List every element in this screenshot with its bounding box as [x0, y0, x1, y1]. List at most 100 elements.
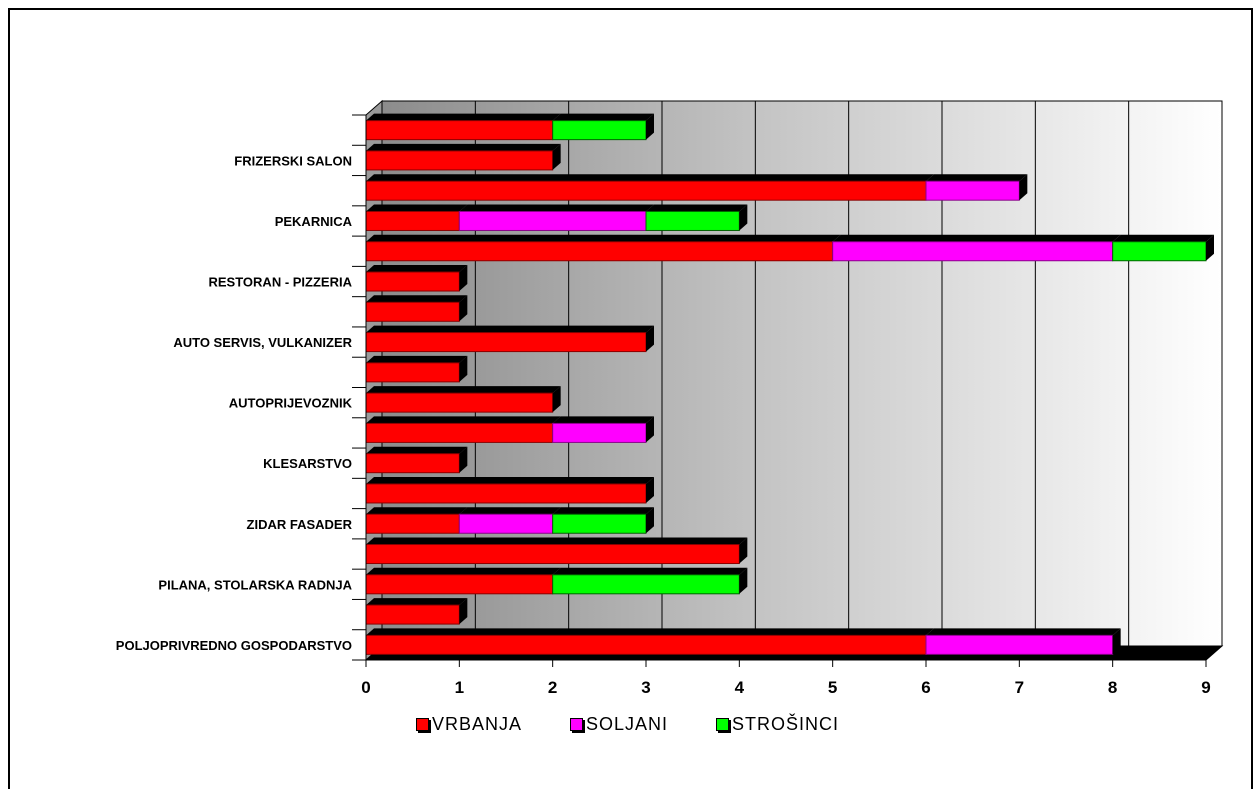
bar-top-face	[366, 174, 934, 182]
x-tick-label: 8	[1108, 678, 1117, 697]
x-tick-label: 6	[921, 678, 930, 697]
bar-segment-vrbanja	[365, 241, 834, 262]
bar-segment-stroinci	[552, 513, 647, 534]
legend-swatch	[716, 718, 730, 731]
legend-label: STROŠINCI	[732, 714, 840, 734]
bar-top-face	[366, 446, 468, 454]
category-label: RESTORAN - PIZZERIA	[209, 275, 353, 290]
bar-segment-vrbanja	[365, 332, 647, 353]
bar-segment-vrbanja	[365, 301, 460, 322]
x-tick-label: 3	[641, 678, 650, 697]
bar-side-face	[1019, 174, 1028, 201]
bar-top-face	[366, 476, 654, 484]
bar-segment-vrbanja	[365, 422, 554, 443]
legend-swatch	[415, 718, 429, 731]
bar-side-face	[459, 355, 468, 382]
bar-side-face	[1112, 628, 1121, 655]
bar-segment-vrbanja	[365, 453, 460, 474]
x-tick-label: 0	[361, 678, 370, 697]
bar-top-face	[552, 113, 654, 121]
legend-swatch	[569, 718, 583, 731]
bar-top-face	[366, 598, 468, 606]
bar-side-face	[739, 204, 748, 231]
bar-segment-stroinci	[552, 120, 647, 141]
bar-side-face	[459, 295, 468, 322]
category-label: AUTOPRIJEVOZNIK	[229, 396, 353, 411]
bar-segment-vrbanja	[365, 574, 554, 595]
bar-top-face	[832, 234, 1121, 242]
bar-segment-soljani	[925, 180, 1020, 201]
legend-item: STROŠINCI	[716, 714, 839, 735]
bar-top-face	[926, 174, 1028, 182]
bar-side-face	[459, 446, 468, 473]
bar-segment-vrbanja	[365, 362, 460, 383]
bar-segment-vrbanja	[365, 150, 554, 171]
bar-top-face	[926, 628, 1121, 636]
bar-segment-vrbanja	[365, 513, 460, 534]
bar-top-face	[366, 295, 468, 303]
bar-segment-soljani	[458, 513, 554, 534]
category-label: KLESARSTVO	[263, 456, 352, 471]
x-tick-label: 2	[548, 678, 557, 697]
x-tick-label: 1	[455, 678, 464, 697]
x-tick-label: 9	[1201, 678, 1210, 697]
bar-top-face	[646, 204, 748, 212]
bar-side-face	[459, 598, 468, 625]
bar-segment-vrbanja	[365, 120, 554, 141]
legend-label: VRBANJA	[431, 714, 522, 734]
legend: VRBANJA SOLJANI STROŠINCI	[0, 714, 1255, 735]
bar-top-face	[366, 234, 841, 242]
category-label: AUTO SERVIS, VULKANIZER	[173, 335, 352, 350]
bar-segment-stroinci	[1112, 241, 1207, 262]
bar-top-face	[459, 204, 654, 212]
bar-side-face	[552, 143, 561, 170]
bar-segment-soljani	[552, 422, 647, 443]
bar-top-face	[552, 507, 654, 515]
x-tick-label: 5	[828, 678, 837, 697]
bar-segment-soljani	[832, 241, 1114, 262]
bar-segment-vrbanja	[365, 634, 927, 655]
bar-top-face	[366, 386, 561, 394]
bar-segment-vrbanja	[365, 210, 460, 231]
legend-item: SOLJANI	[569, 714, 669, 735]
bar-top-face	[552, 567, 748, 575]
bar-side-face	[1206, 234, 1214, 261]
bar-top-face	[366, 143, 561, 151]
category-label: PILANA, STOLARSKA RADNJA	[158, 577, 352, 592]
category-label: ZIDAR FASADER	[247, 517, 353, 532]
bar-segment-soljani	[458, 210, 647, 231]
category-label: FRIZERSKI SALON	[234, 153, 352, 168]
category-label: POLJOPRIVREDNO GOSPODARSTVO	[116, 638, 352, 653]
bar-top-face	[1112, 234, 1214, 242]
bar-segment-vrbanja	[365, 604, 460, 625]
bar-top-face	[366, 355, 468, 363]
bar-top-face	[366, 113, 561, 121]
bar-side-face	[646, 113, 654, 140]
bar-side-face	[646, 416, 654, 443]
bar-top-face	[459, 507, 561, 515]
bar-segment-soljani	[925, 634, 1114, 655]
bar-top-face	[366, 325, 654, 333]
bar-top-face	[366, 628, 934, 636]
legend-item: VRBANJA	[415, 714, 522, 735]
bar-top-face	[366, 416, 561, 424]
bar-top-face	[366, 507, 468, 515]
bar-top-face	[552, 416, 654, 424]
bar-segment-stroinci	[645, 210, 740, 231]
legend-label: SOLJANI	[585, 714, 669, 734]
bar-segment-vrbanja	[365, 392, 554, 413]
bar-segment-vrbanja	[365, 544, 740, 565]
bar-side-face	[646, 507, 654, 534]
bar-side-face	[646, 325, 654, 352]
x-tick-label: 7	[1015, 678, 1024, 697]
bar-top-face	[366, 567, 561, 575]
category-label: PEKARNICA	[275, 214, 353, 229]
bar-segment-vrbanja	[365, 483, 647, 504]
bar-side-face	[459, 265, 468, 292]
bar-top-face	[366, 537, 748, 545]
bar-top-face	[366, 204, 468, 212]
bar-segment-stroinci	[552, 574, 740, 595]
x-tick-label: 4	[735, 678, 745, 697]
bar-top-face	[366, 265, 468, 273]
